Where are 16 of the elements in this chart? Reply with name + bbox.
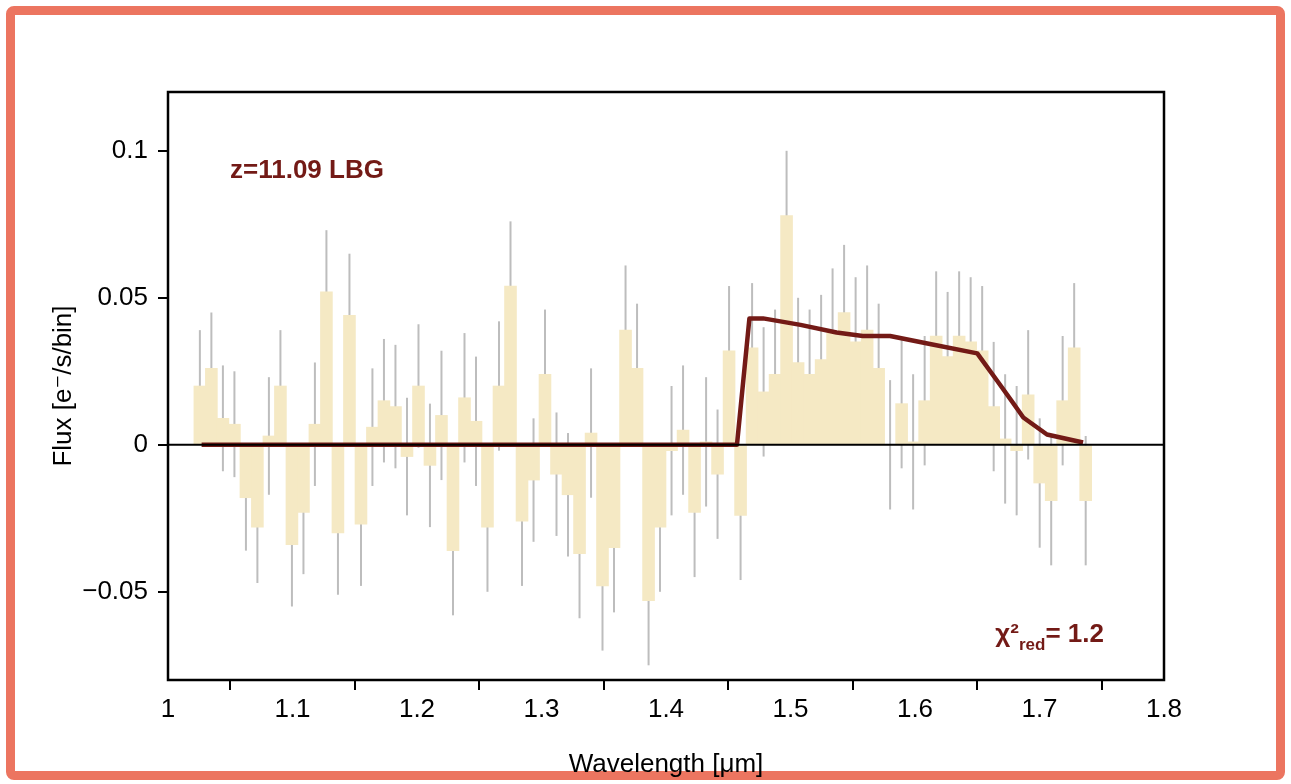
- x-axis-title: Wavelength [μm]: [568, 747, 764, 778]
- y-tick-label: 0: [133, 427, 148, 458]
- x-tick-label: 1.8: [1145, 692, 1183, 723]
- x-tick-label: 1.7: [1021, 692, 1058, 723]
- x-tick-label: 1.4: [647, 692, 685, 723]
- y-tick-label: −0.05: [82, 574, 148, 605]
- x-tick-label: 1.3: [523, 692, 560, 723]
- x-tick-label: 1.1: [274, 692, 311, 723]
- x-tick-label: 1: [160, 692, 176, 723]
- x-tick-label: 1.6: [896, 692, 934, 723]
- y-tick-label: 0.1: [111, 133, 148, 164]
- x-tick-label: 1.2: [398, 692, 436, 723]
- y-tick-label: 0.05: [97, 280, 148, 311]
- annotation: z=11.09 LBG: [230, 154, 384, 184]
- x-tick-label: 1.5: [772, 692, 809, 723]
- y-axis-title: Flux [e⁻/s/bin]: [46, 305, 77, 467]
